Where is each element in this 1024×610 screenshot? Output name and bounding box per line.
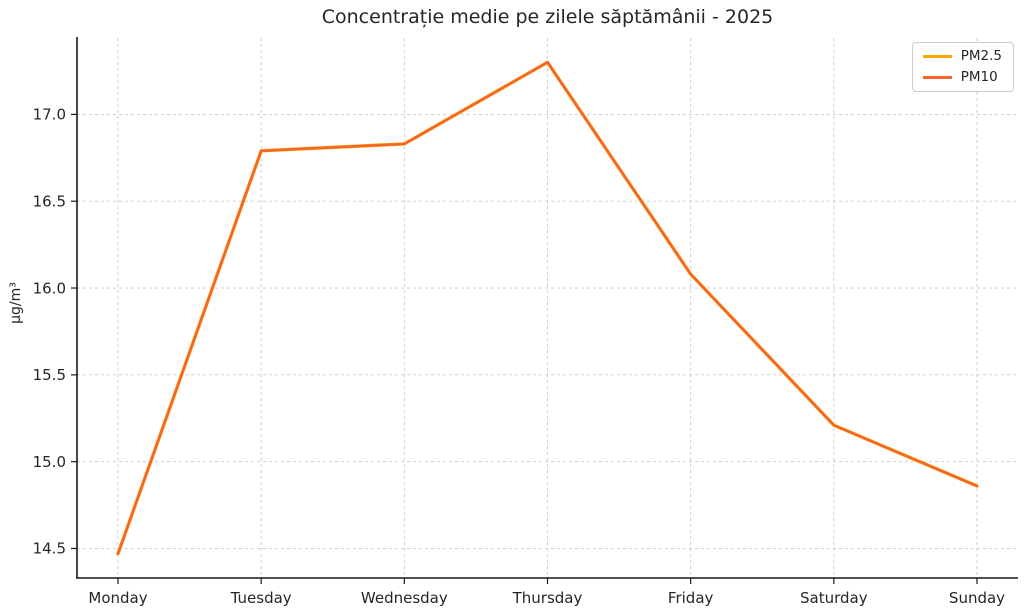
legend-item-pm10: PM10 [922, 68, 1002, 85]
x-tick-label: Tuesday [230, 589, 292, 607]
x-tick-label: Friday [668, 589, 714, 607]
y-tick-label: 15.5 [33, 366, 66, 384]
y-tick-label: 17.0 [33, 106, 66, 124]
pm25-line-swatch [922, 55, 952, 59]
legend-item-pm25: PM2.5 [922, 48, 1002, 64]
legend: PM2.5 PM10 [911, 42, 1014, 92]
x-tick-label: Thursday [512, 589, 583, 607]
chart-title: Concentrație medie pe zilele săptămânii … [321, 6, 774, 28]
y-tick-label: 14.5 [33, 540, 66, 558]
pm10-line-swatch [922, 75, 952, 79]
pm25-legend-label: PM2.5 [960, 48, 1002, 64]
pm10-line [116, 61, 979, 555]
y-tick-label: 15.0 [33, 453, 66, 471]
pm10-legend-label: PM10 [960, 68, 998, 85]
x-tick-label: Wednesday [361, 589, 448, 607]
x-tick-label: Monday [88, 589, 147, 607]
x-tick-label: Saturday [800, 589, 868, 607]
y-tick-label: 16.5 [33, 192, 66, 210]
x-tick-label: Sunday [949, 589, 1005, 607]
y-tick-label: 16.0 [33, 279, 66, 297]
